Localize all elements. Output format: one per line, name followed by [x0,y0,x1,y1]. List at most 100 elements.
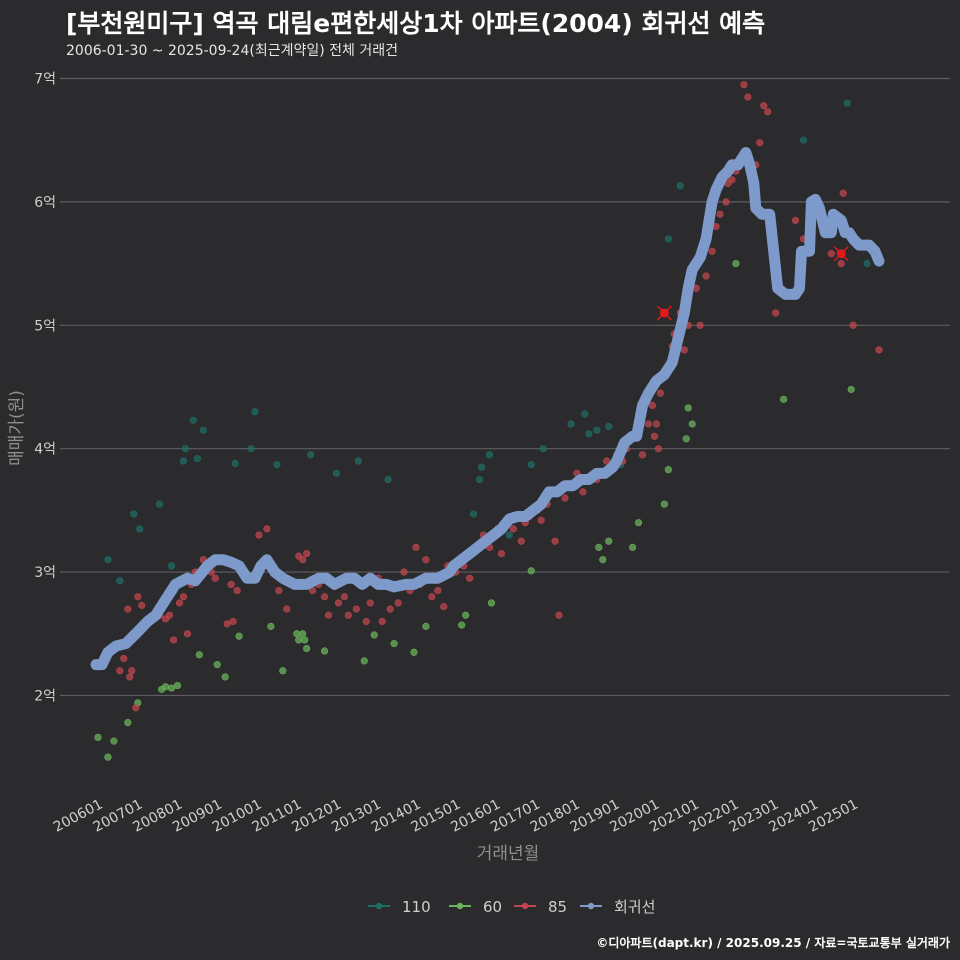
point-85 [791,216,800,225]
point-85 [722,198,730,206]
chart-subtitle: 2006-01-30 ~ 2025-09-24(최근계약일) 전체 거래건 [66,43,398,59]
point-85 [412,543,420,551]
point-85 [233,586,241,595]
point-110 [605,422,613,431]
point-110 [247,445,255,453]
point-60 [279,667,287,675]
point-85 [320,593,329,601]
point-85 [696,321,704,329]
highlight-cross [833,246,849,262]
legend: 110 60 85 회귀선 [368,898,655,916]
y-tick-label: 5억 [34,318,56,334]
y-axis-label: 매매가(원) [7,390,27,466]
point-110 [130,510,138,518]
point-60 [299,630,307,638]
y-tick-label: 3억 [34,565,56,581]
footer-credit: ©디아파트(dapt.kr) / 2025.09.25 / 자료=국토교통부 실… [596,936,950,950]
point-110 [384,475,392,484]
point-60 [235,632,243,640]
point-60 [660,500,668,508]
legend-label: 85 [548,898,567,916]
point-110 [664,235,672,243]
point-110 [354,457,362,465]
y-tick-label: 4억 [34,442,56,458]
point-60 [732,259,740,268]
point-85 [603,457,611,465]
point-85 [299,556,307,564]
point-110 [167,562,176,570]
point-110 [527,461,535,469]
chart-title: [부천원미구] 역곡 대림e편한세상1차 아파트(2004) 회귀선 예측 [66,9,766,38]
point-110 [843,99,851,107]
point-110 [199,426,207,434]
point-85 [394,599,402,607]
point-85 [509,525,517,533]
point-60 [599,556,607,564]
point-110 [307,451,315,459]
legend-label: 회귀선 [614,898,655,916]
point-110 [273,461,281,469]
point-60 [684,404,692,412]
point-85 [169,636,178,644]
point-110 [567,420,575,428]
point-85 [283,605,291,613]
point-85 [716,210,724,218]
point-85 [183,630,192,638]
point-85 [764,108,772,116]
point-85 [497,549,506,558]
point-60 [320,647,329,655]
point-60 [390,640,398,648]
legend-marker [521,902,529,910]
point-85 [648,401,657,410]
point-110 [332,469,341,477]
point-60 [628,543,637,551]
point-85 [680,346,688,354]
point-85 [255,531,263,539]
legend-label: 110 [402,898,431,916]
point-110 [231,459,239,468]
point-85 [422,556,430,564]
point-85 [179,593,188,601]
point-60 [221,673,229,681]
point-85 [344,611,352,619]
point-60 [301,636,309,644]
point-60 [370,631,378,639]
point-110 [593,426,601,434]
point-85 [555,611,563,619]
point-85 [223,620,231,628]
point-85 [849,321,857,329]
point-110 [505,531,513,539]
point-85 [756,139,764,147]
point-110 [193,454,201,463]
point-85 [227,580,235,589]
point-60 [104,753,112,761]
point-60 [303,644,311,653]
point-60 [605,537,613,545]
point-85 [211,574,219,582]
point-85 [561,494,569,502]
point-60 [688,420,696,428]
y-tick-label: 7억 [34,72,56,88]
highlight-markers [656,246,849,321]
point-110 [585,430,593,438]
point-85 [165,611,174,619]
point-85 [517,537,525,545]
point-85 [362,617,370,626]
point-85 [652,420,661,428]
point-60 [527,567,535,575]
point-60 [110,737,118,745]
legend-item-60: 60 [449,898,502,916]
point-85 [386,605,394,613]
point-85 [138,601,146,609]
point-60 [124,719,132,727]
point-85 [656,389,665,397]
point-85 [702,272,710,280]
point-85 [579,488,587,496]
point-85 [708,247,716,255]
point-85 [537,516,545,524]
point-110 [136,525,144,533]
highlight-marker [833,246,849,262]
point-85 [124,605,132,613]
point-85 [275,586,283,595]
